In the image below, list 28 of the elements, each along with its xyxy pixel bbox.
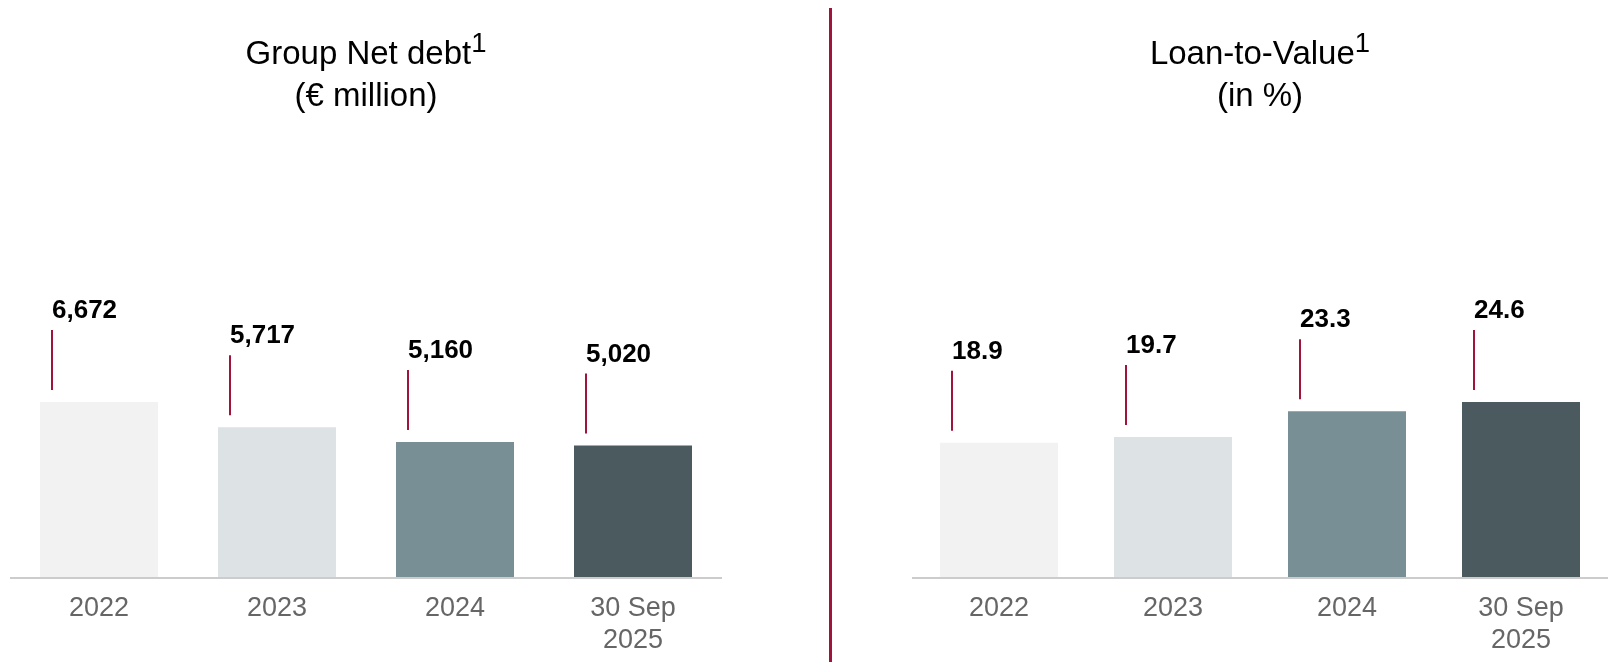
x-tick-label: 2024	[424, 592, 486, 622]
data-label: 18.9	[952, 334, 1003, 365]
data-label: 5,160	[408, 333, 474, 364]
data-label: 23.3	[1300, 303, 1351, 334]
x-tick-label: 2024	[1316, 592, 1378, 622]
x-tick-label: 2023	[246, 592, 308, 622]
x-tick-label: 2022	[68, 592, 130, 622]
x-tick-label: 30 Sep 2025	[1478, 592, 1564, 654]
chart-title: Loan-to-Value$^{1}$	[1148, 26, 1372, 73]
x-tick-label: 2023	[1142, 592, 1204, 622]
bar	[40, 402, 158, 578]
chart-title: Group Net debt$^{1}$	[244, 26, 488, 73]
data-label: 6,672	[52, 294, 118, 324]
x-tick-label: 2022	[968, 592, 1030, 622]
data-label: 19.7	[1126, 329, 1177, 360]
data-label: 24.6	[1474, 294, 1525, 324]
bar	[218, 427, 336, 578]
chart-subtitle: (€ million)	[293, 75, 439, 115]
bar	[940, 442, 1058, 578]
bar	[1462, 402, 1580, 578]
data-label: 5,717	[230, 319, 296, 350]
data-label: 5,020	[586, 337, 652, 368]
bar	[1288, 411, 1406, 578]
bar	[396, 441, 514, 578]
bar	[1114, 437, 1232, 578]
x-tick-label: 30 Sep 2025	[590, 592, 676, 654]
chart-subtitle: (in %)	[1215, 75, 1305, 115]
bar	[574, 445, 692, 578]
